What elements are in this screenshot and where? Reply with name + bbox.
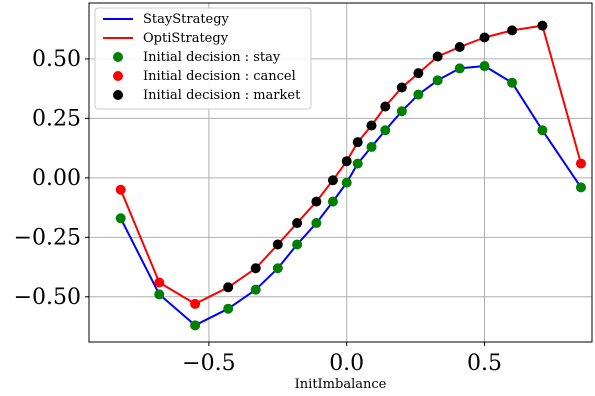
scatter-point-cancel-1 — [154, 277, 165, 288]
scatter-point-market-5 — [327, 175, 338, 186]
scatter-point-stay-13 — [396, 106, 407, 117]
legend: StayStrategy OptiStrategy Initial decision… — [94, 7, 312, 110]
scatter-point-market-7 — [352, 137, 363, 148]
scatter-point-market-12 — [432, 51, 443, 62]
scatter-point-market-9 — [380, 101, 391, 112]
scatter-point-stay-20 — [575, 182, 586, 193]
y-tick-label-4: 0.50 — [32, 47, 81, 72]
x-tick-label-2: 0.5 — [467, 351, 502, 376]
scatter-point-stay-7 — [311, 218, 322, 229]
y-tick-label-2: 0.00 — [32, 166, 81, 191]
axis-ticks: −0.5 0.0 0.5 −0.50 −0.25 0.00 0.25 0.50 — [14, 47, 502, 376]
scatter-point-stay-3 — [223, 303, 234, 314]
scatter-point-stay-11 — [366, 141, 377, 152]
scatter-point-stay-2 — [190, 320, 201, 331]
scatter-point-stay-17 — [479, 61, 490, 72]
legend-label-1: OptiStrategy — [143, 31, 229, 46]
scatter-point-stay-8 — [327, 196, 338, 207]
x-tick-label-1: 0.0 — [329, 351, 364, 376]
scatter-point-stay-18 — [507, 77, 518, 88]
scatter-point-market-13 — [454, 42, 465, 53]
plot-frame — [88, 2, 593, 343]
scatter-point-stay-12 — [380, 125, 391, 136]
plot-series — [115, 20, 586, 331]
legend-swatch-3 — [113, 71, 123, 81]
scatter-point-market-2 — [272, 239, 283, 250]
legend-swatch-2 — [113, 52, 123, 62]
scatter-point-market-15 — [507, 25, 518, 36]
scatter-point-market-8 — [366, 120, 377, 131]
scatter-point-market-10 — [396, 82, 407, 93]
scatter-point-market-4 — [311, 196, 322, 207]
scatter-point-market-3 — [292, 218, 303, 229]
scatter-point-stay-10 — [352, 158, 363, 169]
scatter-point-market-0 — [223, 282, 234, 293]
scatter-point-stay-4 — [250, 284, 261, 295]
legend-label-3: Initial decision : cancel — [143, 69, 296, 84]
scatter-point-market-6 — [341, 156, 352, 167]
scatter-point-stay-9 — [341, 177, 352, 188]
scatter-point-market-1 — [250, 263, 261, 274]
grid — [89, 3, 592, 342]
scatter-point-market-14 — [479, 32, 490, 43]
legend-swatch-4 — [113, 90, 123, 100]
scatter-point-stay-6 — [292, 239, 303, 250]
legend-label-2: Initial decision : stay — [143, 50, 281, 65]
scatter-point-cancel-0 — [115, 184, 126, 195]
scatter-point-stay-5 — [272, 263, 283, 274]
scatter-point-stay-16 — [454, 63, 465, 74]
y-tick-label-3: 0.25 — [32, 106, 81, 131]
scatter-point-stay-15 — [432, 75, 443, 86]
scatter-point-market-11 — [413, 68, 424, 79]
scatter-point-market-16 — [537, 20, 548, 31]
scatter-point-cancel-3 — [575, 158, 586, 169]
y-tick-label-0: −0.50 — [14, 285, 81, 310]
scatter-point-stay-19 — [537, 125, 548, 136]
legend-label-4: Initial decision : market — [143, 88, 301, 103]
legend-box — [94, 7, 312, 110]
scatter-point-stay-0 — [115, 213, 126, 224]
legend-label-0: StayStrategy — [143, 12, 230, 27]
y-tick-label-1: −0.25 — [14, 225, 81, 250]
scatter-point-stay-1 — [154, 289, 165, 300]
x-tick-label-0: −0.5 — [182, 351, 235, 376]
scatter-point-stay-14 — [413, 89, 424, 100]
x-axis-label: InitImbalance — [295, 377, 387, 392]
scatter-point-cancel-2 — [190, 298, 201, 309]
